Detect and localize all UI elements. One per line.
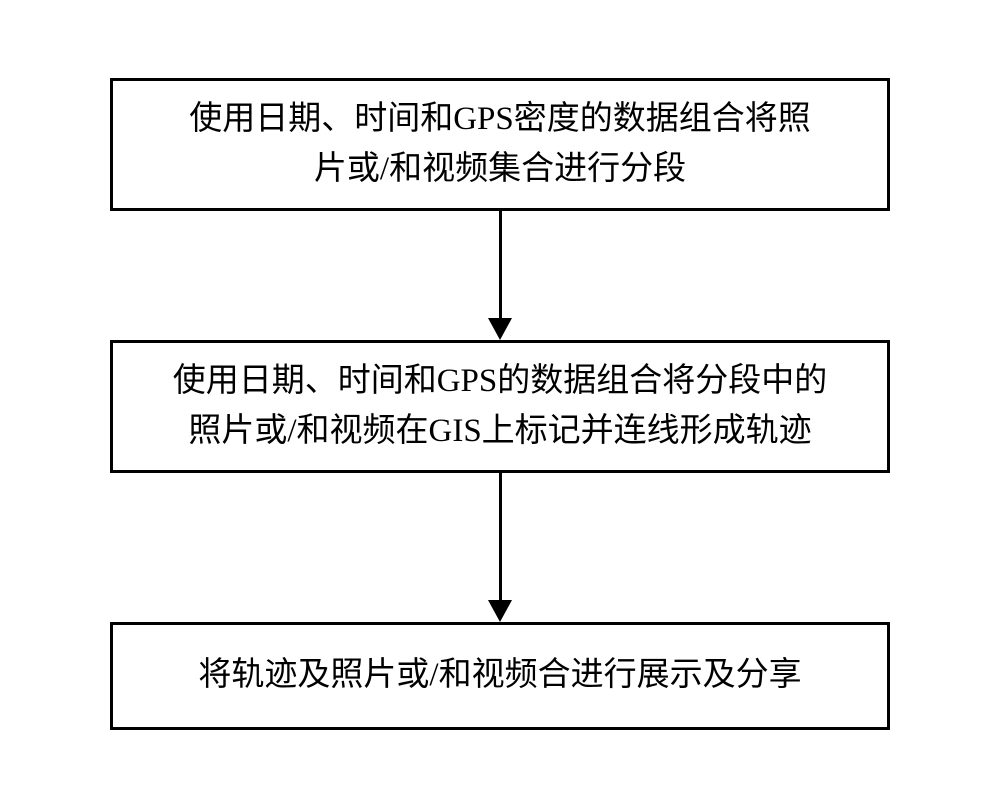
flowchart-container: 使用日期、时间和GPS密度的数据组合将照 片或/和视频集合进行分段 使用日期、时… xyxy=(110,78,890,730)
arrow-2-shaft xyxy=(499,473,502,601)
step-2-line-2: 照片或/和视频在GIS上标记并连线形成轨迹 xyxy=(131,407,869,457)
arrow-2-head xyxy=(488,600,512,622)
process-step-1: 使用日期、时间和GPS密度的数据组合将照 片或/和视频集合进行分段 xyxy=(110,78,890,211)
step-2-line-1: 使用日期、时间和GPS的数据组合将分段中的 xyxy=(131,357,869,407)
step-1-line-2: 片或/和视频集合进行分段 xyxy=(131,145,869,195)
step-1-line-1: 使用日期、时间和GPS密度的数据组合将照 xyxy=(131,95,869,145)
arrow-2 xyxy=(488,473,512,622)
arrow-1-shaft xyxy=(499,211,502,319)
step-3-line-1: 将轨迹及照片或/和视频合进行展示及分享 xyxy=(131,651,869,701)
process-step-2: 使用日期、时间和GPS的数据组合将分段中的 照片或/和视频在GIS上标记并连线形… xyxy=(110,340,890,473)
process-step-3: 将轨迹及照片或/和视频合进行展示及分享 xyxy=(110,622,890,730)
arrow-1 xyxy=(488,211,512,340)
arrow-1-head xyxy=(488,318,512,340)
